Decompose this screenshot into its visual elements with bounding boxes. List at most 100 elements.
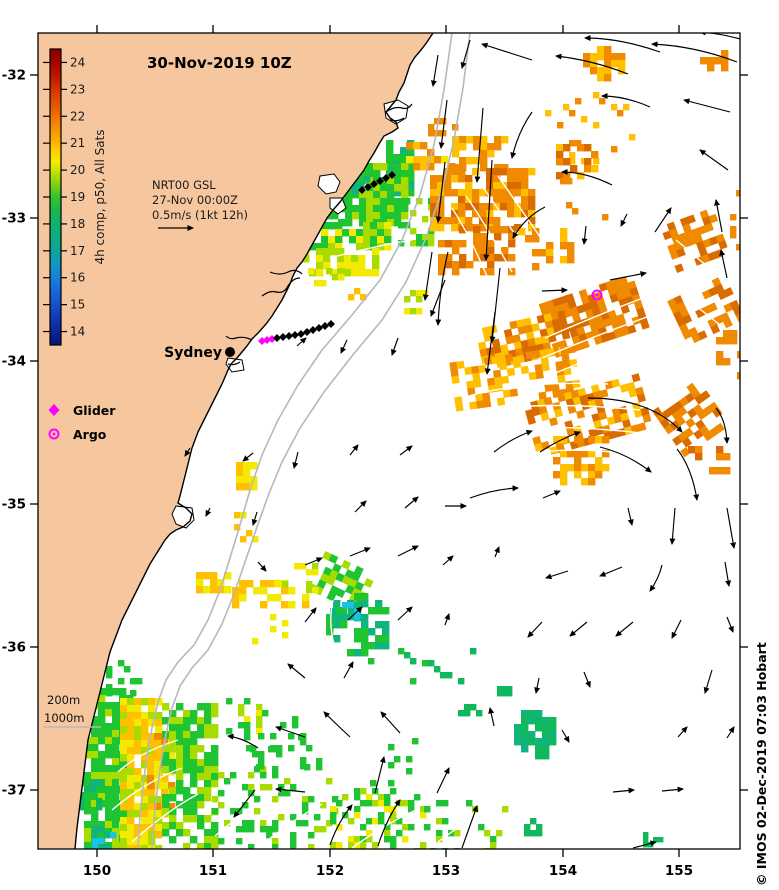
glider-track-point [315, 324, 323, 332]
current-arrow [542, 490, 561, 499]
annotation-line3: 0.5m/s (1kt 12h) [152, 208, 248, 222]
glider-legend-icon [48, 404, 60, 416]
current-arrow [601, 93, 651, 108]
current-arrow [489, 267, 501, 343]
x-tick-label: 150 [83, 863, 111, 879]
y-tick-label: -33 [2, 211, 26, 227]
current-arrow [512, 206, 546, 239]
current-arrow [444, 613, 450, 626]
colorbar-tick-label: 15 [70, 298, 85, 312]
current-arrow [699, 33, 740, 40]
axes-frame-layer: 150 151 152 153 154 155 -32 -33 -34 -35 -36 -37 [2, 25, 748, 879]
current-arrow [242, 452, 254, 462]
x-tick-label: 152 [316, 863, 344, 879]
colorbar-tick-label: 14 [70, 325, 85, 339]
current-arrow [438, 99, 448, 149]
current-arrow [304, 607, 317, 623]
colorbar-label: 4h comp, p50, All Sats [93, 129, 107, 264]
current-arrow [435, 161, 446, 223]
glider-track-point [376, 177, 384, 185]
current-arrow [442, 555, 454, 566]
current-arrow [343, 661, 354, 679]
estuary-line [269, 269, 303, 275]
current-arrow [380, 711, 401, 734]
glider-track-point [279, 333, 287, 341]
current-arrow [612, 787, 635, 794]
estuary-line [227, 361, 241, 366]
colorbar-tick-label: 19 [70, 190, 85, 204]
estuary-line [385, 103, 413, 113]
coastal-lake [329, 197, 347, 215]
y-tick-label: -37 [2, 783, 26, 799]
glider-track-point [258, 337, 266, 345]
current-arrow [632, 840, 657, 849]
colorbar-tick-label: 23 [70, 82, 85, 96]
glider-track-point [321, 322, 329, 330]
current-arrow [323, 711, 351, 738]
depth-label-200m: 200m [47, 693, 80, 707]
plot-frame [37, 32, 741, 850]
current-arrow [422, 251, 433, 301]
current-arrow [661, 786, 684, 793]
y-tick-label: -35 [2, 497, 26, 513]
current-arrow [726, 507, 737, 549]
current-arrow [654, 207, 672, 233]
colorbar-tick-label: 21 [70, 136, 85, 150]
x-tick-label: 154 [549, 863, 577, 879]
current-arrow [620, 213, 628, 227]
glider-legend-label: Glider [73, 403, 116, 418]
current-arrow [399, 445, 413, 456]
current-arrow [251, 511, 258, 526]
current-arrow [469, 485, 519, 499]
map-title: 30-Nov-2019 10Z [147, 54, 292, 72]
current-arrow [714, 199, 723, 233]
bathy-1000m-contour [151, 33, 471, 849]
colorbar: 24 23 22 21 20 19 18 17 16 15 14 [43, 48, 85, 346]
current-arrow [377, 799, 401, 847]
current-arrow [561, 169, 613, 186]
current-arrow [534, 677, 541, 694]
current-arrow [404, 496, 419, 509]
coastal-lake [317, 173, 341, 195]
colorbar-tick-label: 22 [70, 109, 85, 123]
argo-float-marker-dot [595, 293, 599, 297]
current-arrow [676, 448, 700, 501]
glider-tracks [258, 171, 396, 345]
current-arrow [569, 621, 588, 637]
sydney-dot [225, 347, 235, 357]
current-arrow [391, 337, 399, 356]
current-arrow [715, 407, 730, 444]
current-arrow [677, 726, 688, 738]
glider-track-point [297, 330, 305, 338]
current-arrow [627, 507, 634, 526]
current-arrow [719, 249, 728, 279]
current-arrow [726, 616, 734, 633]
current-arrow [527, 621, 543, 638]
current-arrow [726, 726, 735, 739]
current-arrow [561, 729, 570, 743]
current-arrow [481, 42, 533, 61]
colorbar-tick-label: 24 [70, 55, 85, 69]
current-arrow [329, 804, 353, 846]
current-arrow [233, 789, 256, 818]
current-arrow [275, 725, 306, 738]
current-arrow [474, 107, 484, 183]
annotation-line1: NRT00 GSL [152, 178, 216, 192]
current-arrow [292, 451, 299, 469]
estuary-line [261, 277, 301, 297]
current-arrow [227, 733, 259, 749]
coastal-lake [225, 357, 245, 373]
current-arrow [483, 159, 493, 261]
current-arrow [703, 669, 713, 694]
x-tick-label: 155 [665, 863, 693, 879]
current-arrow [354, 500, 367, 513]
glider-track-point [309, 326, 317, 334]
y-tick-label: -36 [2, 640, 26, 656]
current-arrow [724, 561, 732, 587]
bathymetry-contours [137, 33, 471, 849]
ssh-contours [111, 175, 727, 849]
current-arrow [296, 337, 307, 347]
x-tick-label: 151 [199, 863, 227, 879]
